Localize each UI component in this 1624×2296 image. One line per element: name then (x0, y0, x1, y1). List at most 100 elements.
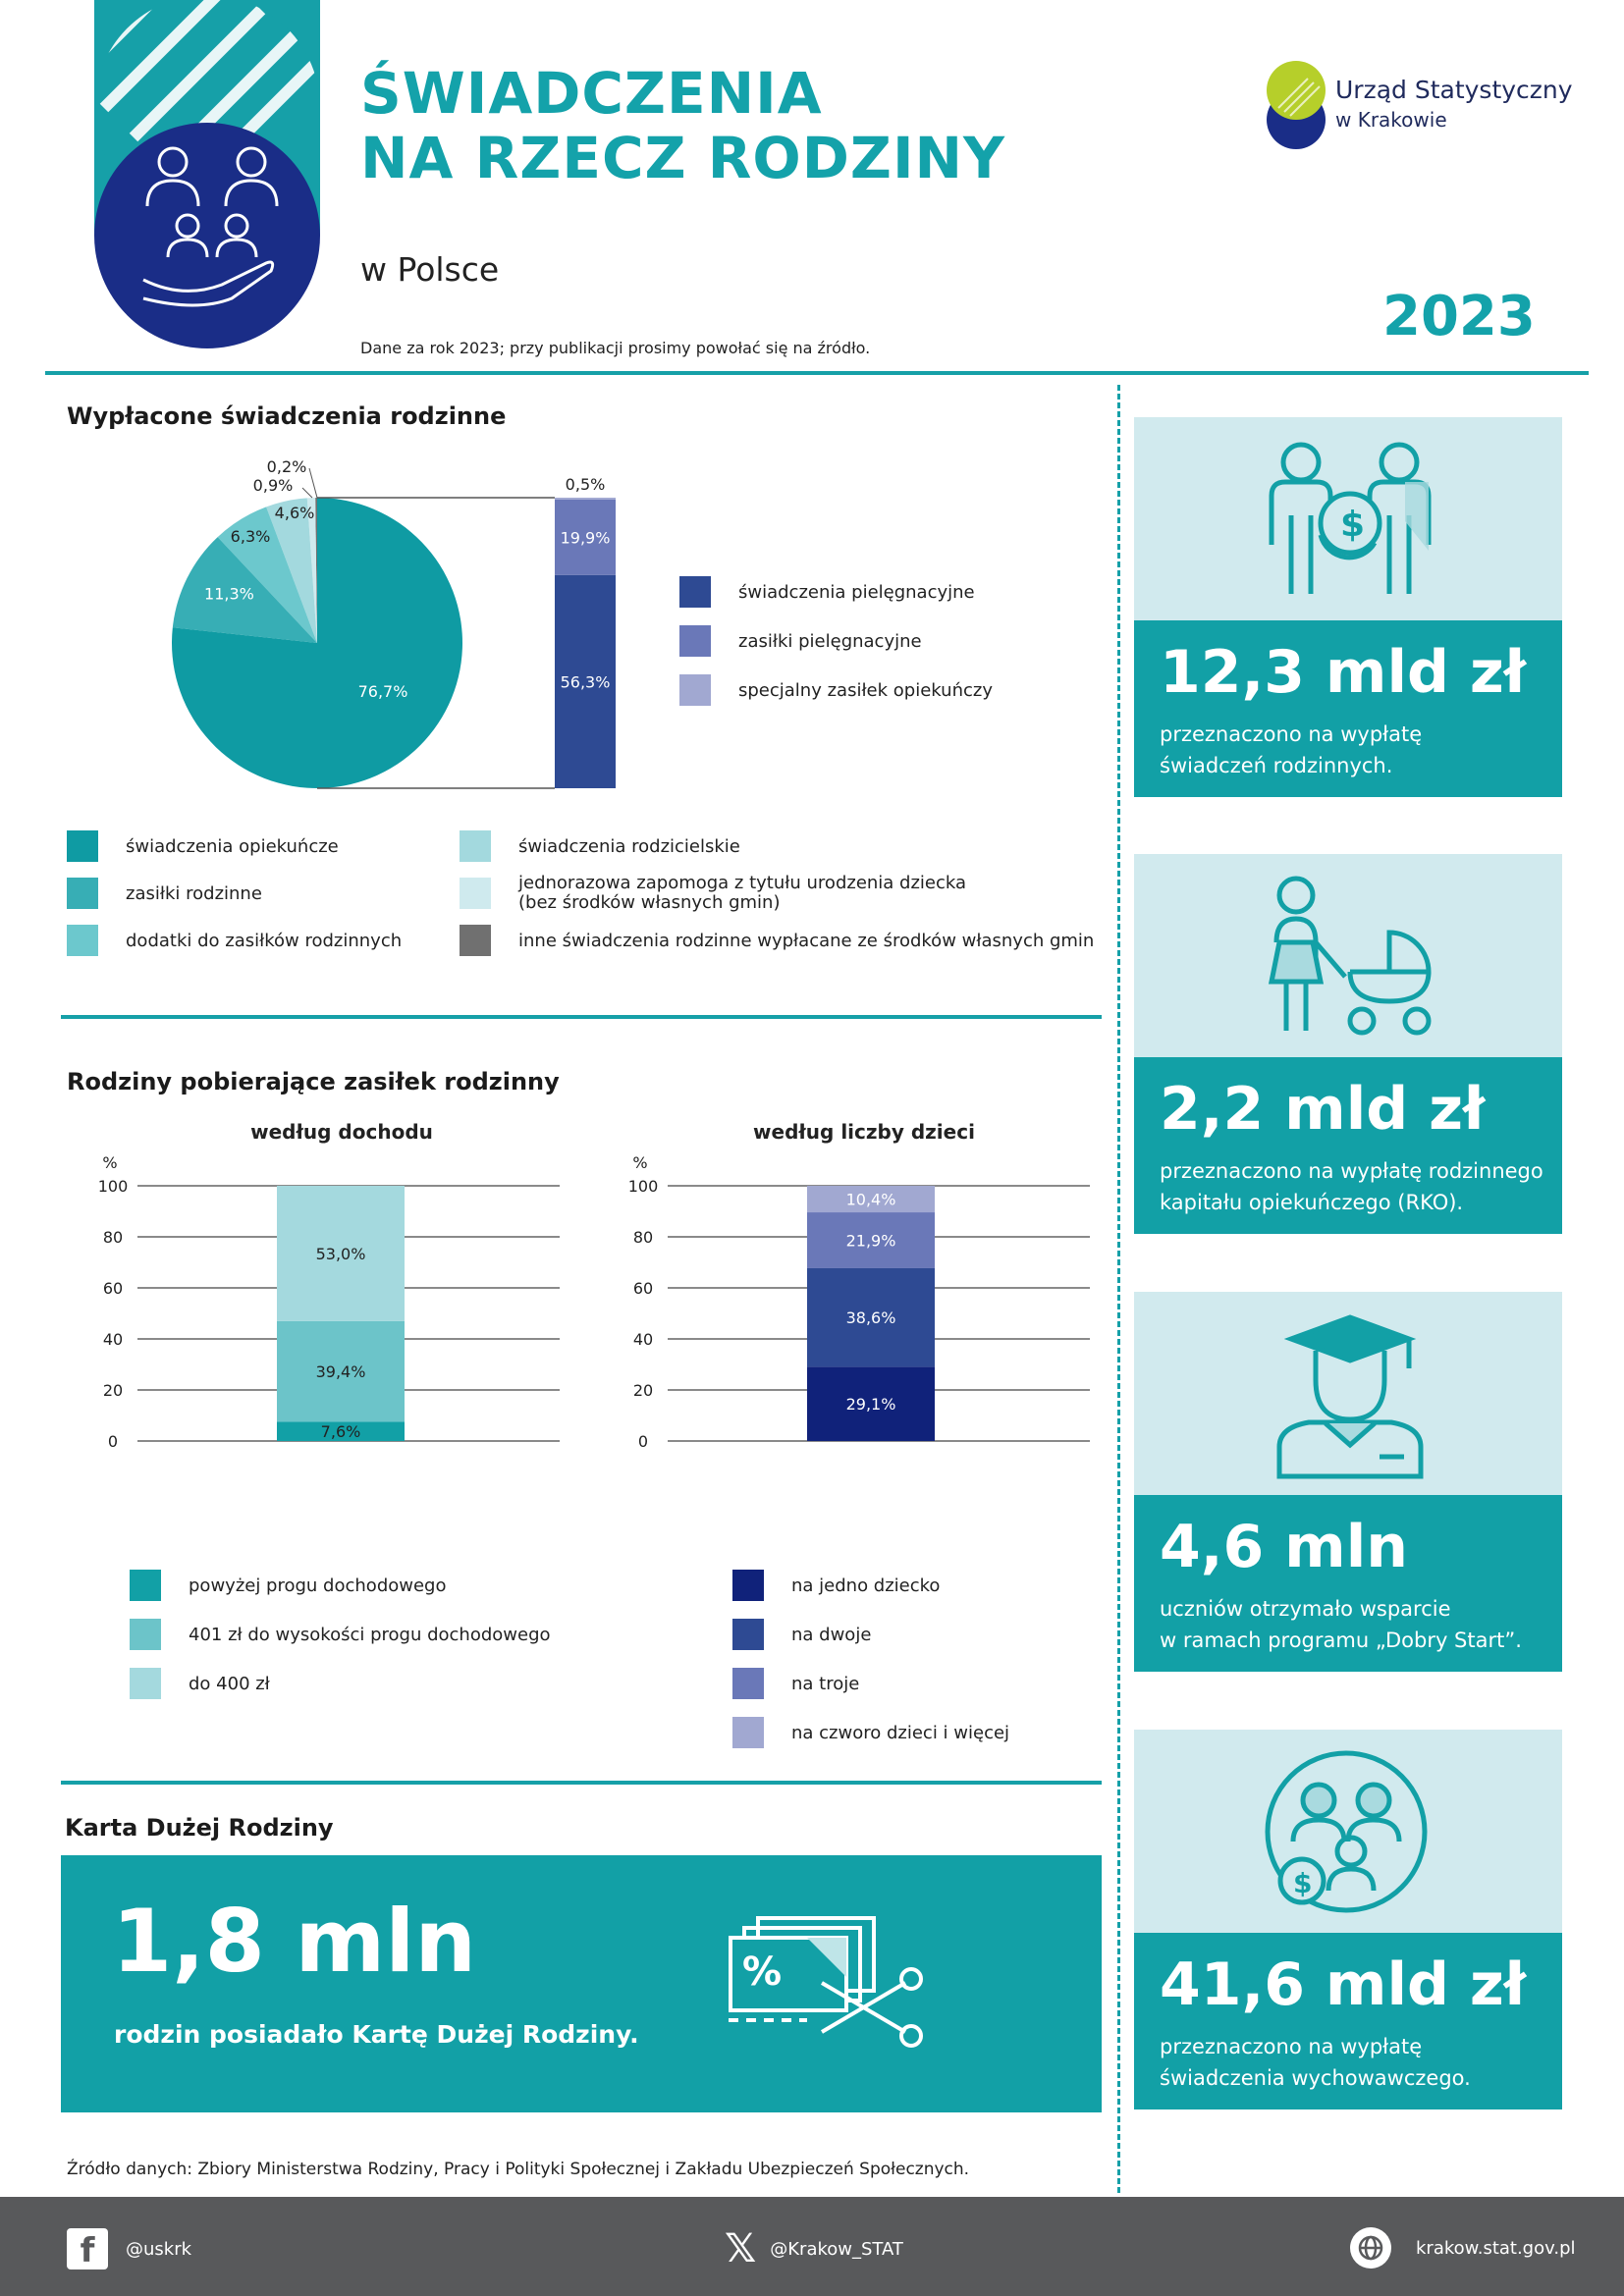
legend-label: zasiłki rodzinne (126, 882, 262, 904)
website-url: krakow.stat.gov.pl (1416, 2237, 1576, 2259)
pie-legend-item: inne świadczenia rodzinne wypłacane ze ś… (460, 917, 1108, 964)
income-legend-item: powyżej progu dochodowego (130, 1561, 551, 1610)
bar-value-label: 38,6% (846, 1308, 896, 1327)
page-title: ŚWIADCZENIA NA RZECZ RODZINY (360, 61, 1005, 190)
y-tick-label: 100 (628, 1177, 659, 1196)
legend-label: inne świadczenia rodzinne wypłacane ze ś… (518, 930, 1095, 951)
x-handle: @Krakow_STAT (770, 2238, 903, 2260)
legend-label: specjalny zasiłek opiekuńczy (738, 679, 993, 701)
kpi-card-3: 4,6 mln uczniów otrzymało wsparcie w ram… (1134, 1292, 1562, 1672)
income-legend-item: do 400 zł (130, 1659, 551, 1708)
bar-segment (807, 1212, 935, 1268)
karta-panel: 1,8 mln rodzin posiadało Kartę Dużej Rod… (61, 1855, 1102, 2112)
kpi-description: uczniów otrzymało wsparcie w ramach prog… (1160, 1593, 1522, 1656)
chart-title: według dochodu (250, 1120, 433, 1144)
kpi-desc-line-1: przeznaczono na wypłatę (1160, 722, 1423, 746)
kpi-value: 12,3 mld zł (1160, 638, 1527, 707)
legend-swatch (130, 1619, 161, 1650)
bar-segment (277, 1320, 405, 1422)
pie-value-label: 0,9% (253, 476, 294, 495)
children-bar-chart: według liczby dzieci% 0 20 40 60 80 100 29,1% 38… (628, 1120, 1090, 1451)
logo-line-2: w Krakowie (1335, 108, 1447, 132)
bar-value-label: 10,4% (846, 1191, 896, 1209)
header-graphic (94, 0, 320, 353)
globe-icon (1350, 2227, 1391, 2269)
logo-line-1: Urząd Statystyczny (1335, 76, 1573, 104)
y-tick-label: 60 (633, 1279, 653, 1298)
bar-segment (277, 1186, 405, 1321)
karta-desc: rodzin posiadało Kartę Dużej Rodziny. (114, 2020, 639, 2049)
y-tick-label: 40 (633, 1330, 653, 1349)
bar-value-label: 21,9% (846, 1232, 896, 1251)
pie-legend-item: jednorazowa zapomoga z tytułu urodzenia … (460, 870, 1108, 917)
pie-legend-right: świadczenia rodzicielskie jednorazowa za… (460, 823, 1108, 964)
legend-swatch (679, 674, 711, 706)
legend-label: 401 zł do wysokości progu dochodowego (189, 1624, 551, 1645)
pie-value-label: 4,6% (275, 504, 315, 522)
discount-card-scissors-icon: % (729, 1916, 923, 2048)
bar-segment (807, 1366, 935, 1441)
website-link[interactable]: krakow.stat.gov.pl (1349, 2226, 1576, 2269)
pie-legend-item: świadczenia opiekuńcze (67, 823, 460, 870)
legend-swatch (732, 1717, 764, 1748)
kpi-value: 2,2 mld zł (1160, 1075, 1486, 1144)
bar-legend-item: świadczenia pielęgnacyjne (679, 567, 993, 616)
data-note: Dane za rok 2023; przy publikacji prosim… (360, 339, 871, 357)
stack-segment (555, 499, 616, 575)
kpi-desc-line-2: świadczeń rodzinnych. (1160, 754, 1393, 777)
bar-legend-item: specjalny zasiłek opiekuńczy (679, 666, 993, 715)
children-legend-item: na jedno dziecko (732, 1561, 1009, 1610)
kpi-card-1: $ 12,3 mld zł przeznaczono na wypłatę św… (1134, 417, 1562, 797)
stack-value-label: 19,9% (561, 528, 611, 547)
pie-slice (172, 498, 462, 788)
legend-label: świadczenia pielęgnacyjne (738, 581, 975, 603)
pie-value-label: 6,3% (231, 527, 271, 546)
y-axis-unit: % (632, 1153, 647, 1172)
year-label: 2023 (1382, 285, 1536, 348)
section-title-karta: Karta Dużej Rodziny (65, 1814, 334, 1842)
legend-label: powyżej progu dochodowego (189, 1575, 447, 1596)
stack-value-label: 0,5% (566, 475, 606, 494)
pie-legend-item: zasiłki rodzinne (67, 870, 460, 917)
y-tick-label: 0 (108, 1432, 118, 1451)
legend-swatch (460, 925, 491, 956)
children-legend-item: na dwoje (732, 1610, 1009, 1659)
kpi-desc-line-1: uczniów otrzymało wsparcie (1160, 1597, 1451, 1621)
kpi-desc-line-2: kapitału opiekuńczego (RKO). (1160, 1191, 1464, 1214)
legend-swatch (732, 1619, 764, 1650)
bar-value-label: 39,4% (316, 1362, 366, 1381)
kpi-card-2: 2,2 mld zł przeznaczono na wypłatę rodzi… (1134, 854, 1562, 1234)
legend-label: zasiłki pielęgnacyjne (738, 630, 922, 652)
bar-segment (807, 1186, 935, 1213)
legend-swatch (67, 830, 98, 862)
facebook-link[interactable]: f @uskrk (67, 2228, 192, 2270)
y-tick-label: 40 (103, 1330, 123, 1349)
legend-swatch (732, 1570, 764, 1601)
y-tick-label: 0 (638, 1432, 648, 1451)
bar-segment (807, 1267, 935, 1367)
svg-text:$: $ (1340, 505, 1365, 545)
legend-label-line-2: (bez środków własnych gmin) (518, 892, 781, 913)
logo: Urząd Statystyczny w Krakowie (1259, 59, 1593, 157)
income-bar-chart: według dochodu% 0 20 40 60 80 100 7,6% 39,4% 53,0… (98, 1120, 560, 1451)
facebook-handle: @uskrk (126, 2238, 192, 2260)
stack-segment (555, 574, 616, 788)
kpi-desc-line-2: świadczenia wychowawczego. (1160, 2066, 1471, 2090)
income-legend: powyżej progu dochodowego 401 zł do wyso… (130, 1561, 551, 1708)
pie-slice (315, 498, 317, 643)
kpi-desc-line-1: przeznaczono na wypłatę rodzinnego (1160, 1159, 1543, 1183)
legend-swatch (67, 878, 98, 909)
bar-value-label: 53,0% (316, 1245, 366, 1263)
parents-child-money-icon: $ (1265, 1750, 1428, 1913)
y-tick-label: 100 (98, 1177, 129, 1196)
kpi-description: przeznaczono na wypłatę rodzinnego kapit… (1160, 1155, 1543, 1218)
legend-swatch (130, 1570, 161, 1601)
pie-value-label: 76,7% (358, 682, 408, 701)
kpi-value: 41,6 mld zł (1160, 1950, 1527, 2019)
y-tick-label: 80 (633, 1228, 653, 1247)
legend-swatch (679, 625, 711, 657)
stack-segment (555, 498, 616, 500)
column-divider (1117, 385, 1120, 2193)
children-legend: na jedno dziecko na dwoje na troje na cz… (732, 1561, 1009, 1757)
x-link[interactable]: 𝕏 @Krakow_STAT (725, 2228, 903, 2269)
